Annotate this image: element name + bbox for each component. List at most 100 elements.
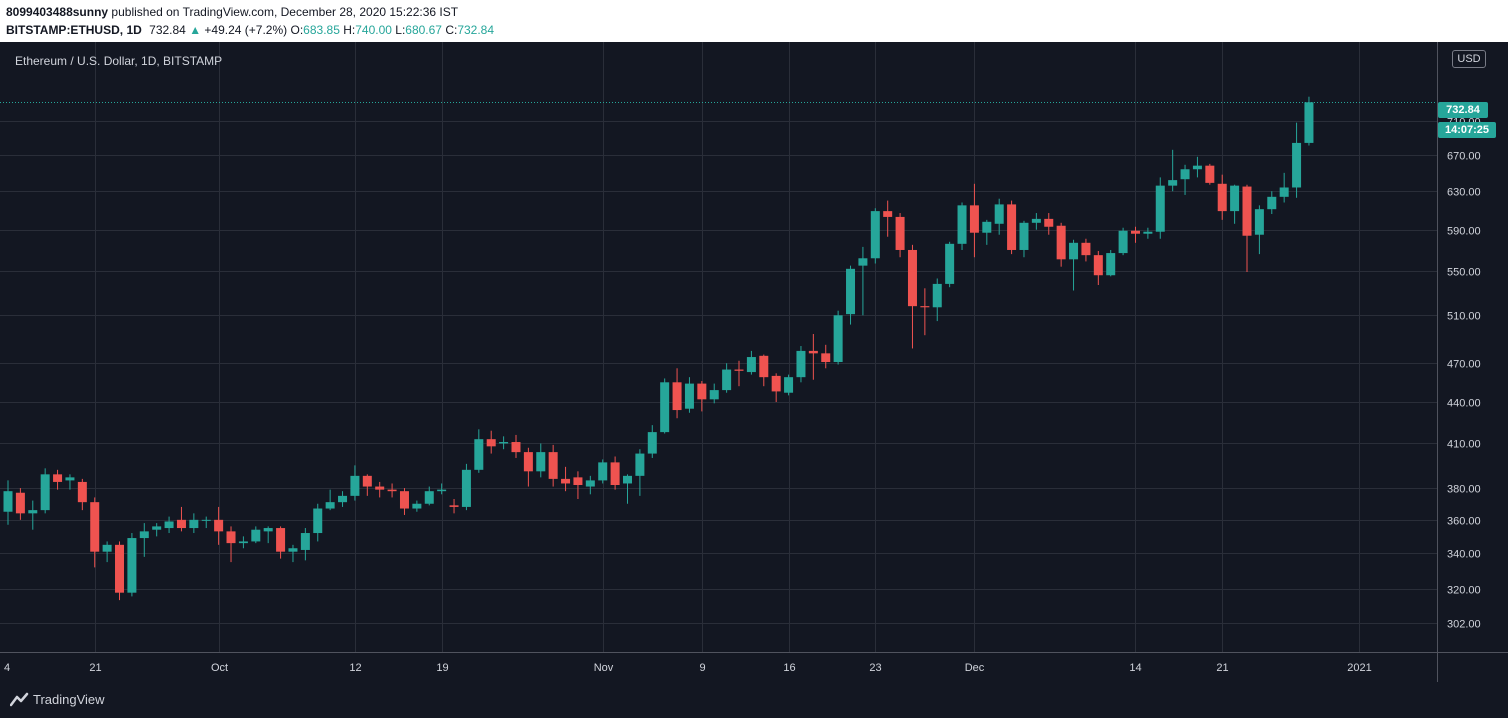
time-tick-label: Oct — [211, 662, 228, 674]
price-chart[interactable]: 302.00 320.00 340.00 360.00 380.00 410.00 440.… — [0, 42, 1508, 684]
candle — [1242, 184, 1252, 273]
candle-body — [1056, 225, 1066, 260]
candle-body — [1192, 165, 1202, 170]
candle-body — [251, 529, 261, 542]
candle — [883, 200, 893, 237]
username[interactable]: 8099403488sunny — [6, 5, 109, 19]
candle-body — [846, 268, 856, 315]
low-value: 680.67 — [405, 23, 442, 37]
open-value: 683.85 — [303, 23, 340, 37]
candle — [152, 523, 162, 537]
candle — [201, 516, 211, 529]
candle — [127, 533, 137, 597]
candle — [585, 475, 595, 495]
candle-body — [858, 258, 868, 266]
candle — [115, 541, 125, 601]
candle — [276, 526, 286, 559]
candle-body — [263, 528, 273, 532]
tradingview-logo-icon[interactable] — [10, 692, 30, 708]
candle-body — [1267, 196, 1277, 210]
candle-body — [102, 544, 112, 552]
high-value: 740.00 — [355, 23, 392, 37]
candle — [375, 481, 385, 498]
price-tick-label: 550.00 — [1447, 267, 1481, 279]
symbol: BITSTAMP:ETHUSD, — [6, 23, 124, 37]
candle-body — [684, 383, 694, 409]
time-tick-label: 16 — [783, 662, 795, 674]
candle-body — [3, 491, 13, 512]
candle-body — [895, 216, 905, 250]
price-tick-label: 440.00 — [1447, 398, 1481, 410]
candle-body — [53, 474, 63, 482]
time-tick-label: 4 — [4, 662, 10, 674]
candle-body — [362, 475, 372, 487]
candle-body — [214, 519, 224, 532]
candle-body — [1205, 165, 1215, 183]
price-tick-label: 380.00 — [1447, 484, 1481, 496]
candle — [1217, 174, 1227, 220]
candle-body — [1217, 183, 1227, 212]
time-tick-label: 21 — [1216, 662, 1228, 674]
candle-body — [982, 221, 992, 233]
candle — [858, 246, 868, 316]
candle — [53, 469, 63, 490]
candle-body — [610, 462, 620, 486]
price-tick-label: 410.00 — [1447, 439, 1481, 451]
candle — [1019, 220, 1029, 258]
candle — [684, 377, 694, 413]
candle-body — [15, 492, 25, 514]
footer-brand[interactable]: TradingView — [33, 692, 105, 707]
candle-body — [1292, 142, 1302, 188]
axes: 302.00 320.00 340.00 360.00 380.00 410.00 440.… — [0, 42, 1508, 682]
candle — [449, 499, 459, 514]
candle — [1118, 227, 1128, 256]
candle — [623, 474, 632, 504]
candle — [945, 241, 955, 288]
candle — [238, 536, 248, 549]
currency-button[interactable]: USD — [1452, 50, 1486, 68]
candle — [982, 219, 992, 245]
price-tick-label: 470.00 — [1447, 359, 1481, 371]
candle — [1254, 205, 1264, 255]
candle-body — [1118, 230, 1128, 254]
candle-body — [1081, 242, 1091, 256]
candle — [1304, 96, 1314, 146]
time-tick-label: 21 — [89, 662, 101, 674]
candle-body — [536, 452, 546, 472]
candle — [399, 488, 409, 515]
candle-body — [561, 478, 571, 484]
candle — [499, 436, 509, 450]
candle-body — [1106, 253, 1116, 276]
candle-body — [796, 350, 806, 378]
footer: TradingView — [0, 684, 1508, 718]
candle-body — [759, 355, 769, 378]
candle — [1279, 172, 1289, 203]
candle — [412, 500, 422, 512]
candle-body — [1093, 255, 1103, 276]
candle-body — [821, 353, 831, 363]
candle — [251, 526, 261, 544]
candle — [1056, 222, 1066, 267]
candle-body — [164, 521, 174, 529]
candle — [474, 429, 484, 473]
change-arrow-icon: ▲ — [189, 23, 202, 37]
candle — [1292, 122, 1302, 198]
candle — [833, 310, 843, 365]
candle — [461, 463, 471, 511]
close-value: 732.84 — [457, 23, 495, 37]
candle — [424, 486, 434, 506]
close-label: C: — [445, 23, 458, 37]
candle-body — [945, 243, 955, 284]
candle — [994, 198, 1004, 235]
candle — [932, 278, 942, 322]
candle-body — [1304, 102, 1314, 143]
candle-body — [77, 481, 87, 503]
candle-body — [437, 489, 447, 492]
candle — [734, 360, 744, 387]
candle-body — [709, 390, 719, 400]
candle — [759, 354, 769, 387]
candle-body — [907, 249, 917, 307]
candle — [65, 474, 75, 490]
candle-body — [325, 502, 335, 509]
candle-body — [511, 442, 521, 453]
